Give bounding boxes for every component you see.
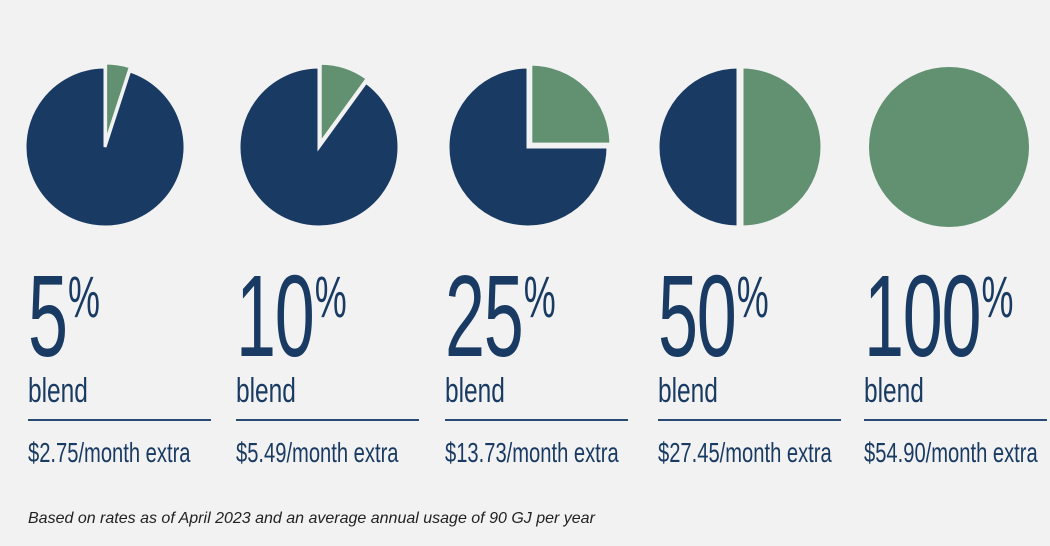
pie-chart-100 [869,67,1029,227]
pie-slice-conventional [23,65,187,229]
blend-label: blend [28,372,88,410]
pie-slice-conventional [446,65,610,229]
blend-percent: 25% [445,258,556,374]
pie-slice-renewable [529,62,613,146]
divider [236,419,419,421]
percent-sign: % [981,265,1014,330]
percent-value: 25 [445,251,524,381]
blend-percent: 10% [236,258,347,374]
pie-chart-5 [23,62,187,229]
pie-chart-10 [237,62,401,229]
percent-sign: % [67,265,100,330]
monthly-price: $54.90/month extra [864,437,1038,468]
percent-sign: % [736,265,769,330]
footnote: Based on rates as of April 2023 and an a… [28,510,595,527]
monthly-price: $13.73/month extra [445,437,619,468]
percent-sign: % [523,265,556,330]
pie-slice-renewable [869,67,1029,227]
pie-slice-conventional [656,65,740,229]
pie-chart-50 [656,65,823,229]
percent-value: 10 [236,251,315,381]
blend-label: blend [864,372,924,410]
monthly-price: $27.45/month extra [658,437,832,468]
blend-percent: 100% [864,258,1013,374]
divider [864,419,1047,421]
percent-value: 5 [28,251,68,381]
percent-value: 50 [658,251,737,381]
blend-label: blend [658,372,718,410]
percent-sign: % [314,265,347,330]
divider [445,419,628,421]
monthly-price: $5.49/month extra [236,437,399,468]
monthly-price: $2.75/month extra [28,437,191,468]
pie-chart-25 [446,62,613,229]
divider [658,419,841,421]
pie-slice-renewable [740,65,823,229]
pie-slice-renewable [104,62,133,144]
divider [28,419,211,421]
blend-label: blend [445,372,505,410]
percent-value: 100 [864,251,982,381]
pie-slice-renewable [318,62,370,148]
blend-percent: 5% [28,258,100,374]
blend-percent: 50% [658,258,769,374]
blend-label: blend [236,372,296,410]
